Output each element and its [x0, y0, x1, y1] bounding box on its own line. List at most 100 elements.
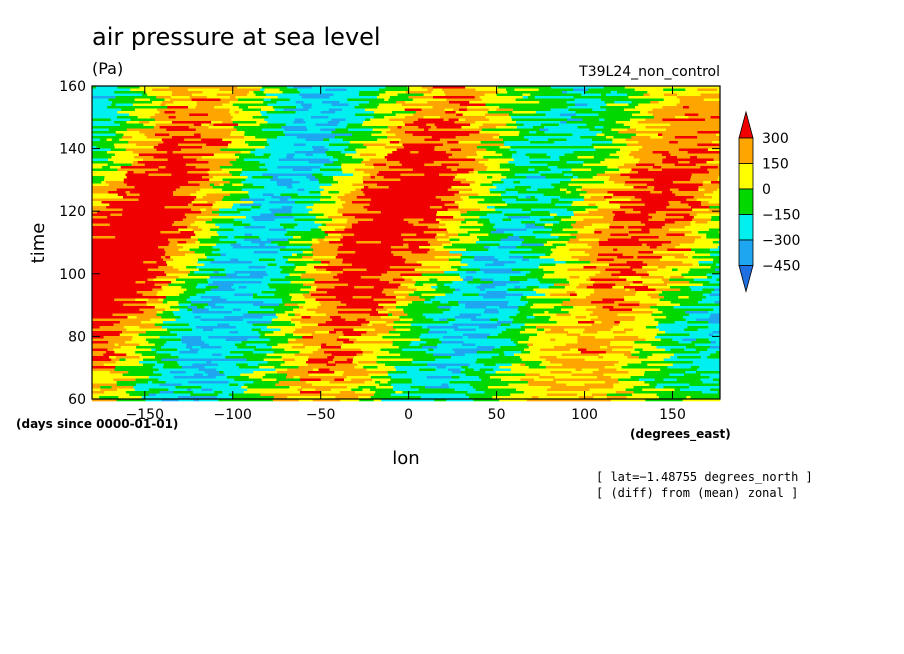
heatmap-cell — [127, 171, 134, 174]
heatmap-cell — [409, 223, 414, 227]
heatmap-cell — [298, 241, 320, 244]
heatmap-cell — [170, 98, 192, 102]
heatmap-cell — [218, 241, 237, 244]
heatmap-cell — [390, 211, 416, 214]
heatmap-cell — [560, 361, 568, 364]
heatmap-cell — [688, 256, 693, 259]
heatmap-cell — [486, 168, 511, 172]
heatmap-cell — [204, 366, 223, 369]
heatmap-cell — [152, 86, 170, 89]
heatmap-cell — [165, 103, 192, 107]
heatmap-cell — [325, 321, 353, 324]
heatmap-cell — [710, 116, 721, 119]
heatmap-cell — [247, 176, 253, 179]
heatmap-cell — [554, 376, 574, 379]
heatmap-cell — [564, 231, 578, 234]
heatmap-cell — [156, 96, 164, 99]
heatmap-cell — [472, 276, 497, 279]
heatmap-cell — [635, 293, 648, 297]
heatmap-cell — [539, 363, 558, 367]
heatmap-cell — [458, 118, 466, 122]
heatmap-cell — [534, 178, 540, 182]
heatmap-cell — [286, 376, 294, 379]
heatmap-cell — [178, 291, 185, 294]
heatmap-cell — [449, 251, 463, 254]
heatmap-cell — [576, 113, 599, 117]
heatmap-cell — [688, 376, 710, 379]
heatmap-cell — [295, 328, 311, 332]
heatmap-cell — [464, 98, 483, 102]
heatmap-cell — [388, 186, 405, 189]
heatmap-cell — [419, 153, 437, 157]
heatmap-cell — [400, 333, 421, 337]
heatmap-cell — [657, 141, 670, 144]
heatmap-cell — [466, 178, 481, 182]
heatmap-cell — [324, 301, 342, 304]
heatmap-cell — [433, 333, 441, 337]
heatmap-cell — [205, 118, 212, 122]
heatmap-cell — [150, 171, 157, 174]
heatmap-cell — [148, 108, 158, 112]
heatmap-cell — [275, 233, 286, 237]
heatmap-cell — [150, 236, 161, 239]
heatmap-cell — [238, 231, 264, 234]
heatmap-cell — [221, 353, 244, 357]
heatmap-cell — [698, 188, 705, 192]
heatmap-cell — [178, 356, 189, 359]
heatmap-cell — [312, 256, 337, 259]
heatmap-cell — [495, 363, 512, 367]
heatmap-cell — [175, 238, 199, 242]
heatmap-cell — [264, 243, 279, 247]
heatmap-cell — [573, 306, 597, 309]
heatmap-cell — [148, 358, 162, 362]
heatmap-cell — [147, 373, 163, 377]
heatmap-cell — [424, 166, 447, 169]
heatmap-cell — [147, 273, 167, 277]
heatmap-cell — [188, 106, 196, 109]
heatmap-cell — [586, 191, 596, 194]
heatmap-cell — [668, 183, 675, 187]
heatmap-cell — [647, 271, 664, 274]
heatmap-cell — [299, 93, 317, 97]
heatmap-cell — [189, 256, 207, 259]
heatmap-cell — [446, 123, 471, 127]
heatmap-cell — [245, 113, 263, 117]
heatmap-cell — [549, 98, 571, 102]
heatmap-cell — [568, 181, 589, 184]
heatmap-cell — [601, 321, 615, 324]
heatmap-cell — [205, 333, 223, 337]
heatmap-cell — [545, 176, 556, 179]
heatmap-cell — [320, 191, 329, 194]
heatmap-cell — [139, 356, 156, 359]
heatmap-cell — [353, 243, 377, 247]
heatmap-cell — [554, 176, 574, 179]
heatmap-cell — [384, 116, 399, 119]
heatmap-cell — [290, 113, 316, 117]
heatmap-cell — [338, 158, 364, 162]
heatmap-cell — [371, 228, 385, 232]
heatmap-cell — [92, 86, 97, 89]
heatmap-cell — [662, 121, 682, 124]
heatmap-cell — [405, 91, 432, 94]
heatmap-cell — [684, 148, 691, 152]
heatmap-cell — [655, 248, 668, 252]
heatmap-cell — [566, 161, 584, 164]
heatmap-cell — [98, 131, 104, 134]
heatmap-cell — [497, 241, 523, 244]
heatmap-cell — [530, 211, 550, 214]
heatmap-cell — [198, 258, 215, 262]
heatmap-cell — [376, 363, 386, 367]
heatmap-cell — [634, 181, 654, 184]
heatmap-cell — [242, 256, 267, 259]
heatmap-cell — [619, 241, 629, 244]
heatmap-cell — [160, 231, 181, 234]
heatmap-cell — [408, 243, 431, 247]
heatmap-cell — [208, 161, 231, 164]
heatmap-cell — [346, 376, 372, 379]
heatmap-cell — [214, 258, 231, 262]
heatmap-cell — [341, 168, 350, 172]
heatmap-cell — [208, 126, 235, 129]
heatmap-cell — [709, 93, 721, 97]
heatmap-cell — [163, 161, 176, 164]
heatmap-cell — [155, 348, 178, 352]
